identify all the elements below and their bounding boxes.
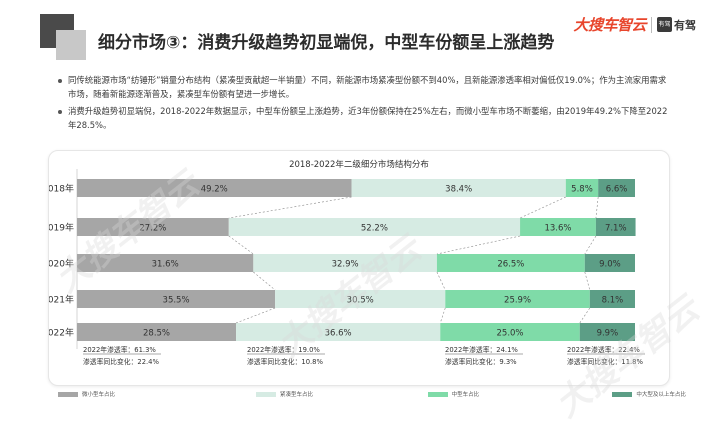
legend-item: 微小型车占比 bbox=[58, 390, 115, 398]
corner-decoration-light bbox=[56, 30, 86, 60]
data-label: 9.9% bbox=[597, 328, 619, 338]
bullet-list: 同传统能源市场“纺锤形”销量分布结构（紧凑型贡献超一半销量）不同，新能源市场紧凑… bbox=[58, 74, 670, 136]
data-label: 27.2% bbox=[139, 223, 166, 233]
stacked-bar-chart: 2018-2022年二级细分市场结构分布 2018年 49.2% 38.4% 5.8% 6… bbox=[49, 159, 645, 366]
connector-line bbox=[519, 196, 566, 219]
connector-line bbox=[228, 235, 254, 255]
bar-segment-0 bbox=[77, 254, 254, 272]
penetration-label: 2022年渗透率：61.3% bbox=[83, 345, 156, 354]
yoy-change-label: 渗透率同比变化：11.8% bbox=[567, 357, 644, 366]
connector-line bbox=[253, 271, 276, 291]
legend-swatch-icon bbox=[427, 391, 448, 397]
data-label: 25.0% bbox=[497, 328, 524, 338]
bar-segment-3 bbox=[595, 218, 636, 236]
connector-line bbox=[579, 307, 591, 324]
bar-segment-2 bbox=[436, 254, 585, 272]
legend-item: 中大型及以上车占比 bbox=[612, 390, 686, 398]
bar-segment-1 bbox=[253, 254, 437, 272]
data-label: 9.0% bbox=[599, 259, 621, 269]
bullet-text: 同传统能源市场“纺锤形”销量分布结构（紧凑型贡献超一半销量）不同，新能源市场紧凑… bbox=[68, 75, 667, 99]
data-label: 32.9% bbox=[332, 259, 359, 269]
bullet-item: 同传统能源市场“纺锤形”销量分布结构（紧凑型贡献超一半销量）不同，新能源市场紧凑… bbox=[58, 74, 670, 101]
chart-title: 2018-2022年二级细分市场结构分布 bbox=[289, 159, 429, 170]
data-label: 30.5% bbox=[347, 295, 374, 305]
data-label: 49.2% bbox=[201, 184, 228, 194]
data-label: 36.6% bbox=[325, 328, 352, 338]
bar-segment-0 bbox=[77, 290, 276, 308]
connector-line bbox=[436, 235, 521, 255]
penetration-label: 2022年渗透率：24.1% bbox=[445, 345, 518, 354]
data-label: 8.1% bbox=[602, 295, 624, 305]
legend-label: 中大型及以上车占比 bbox=[636, 392, 686, 398]
legend-item: 紧凑型车占比 bbox=[256, 390, 313, 398]
data-label: 28.5% bbox=[143, 328, 170, 338]
data-label: 13.6% bbox=[544, 223, 571, 233]
legend-label: 微小型车占比 bbox=[82, 392, 116, 398]
bullet-item: 消费升级趋势初显端倪，2018-2022年数据显示，中型车份额呈上涨趋势，近3年… bbox=[58, 105, 670, 132]
y-tick-label: 2022年 bbox=[49, 327, 74, 339]
page-title: 细分市场③：消费升级趋势初显端倪，中型车份额呈上涨趋势 bbox=[98, 33, 555, 53]
connector-line bbox=[235, 307, 276, 324]
data-label: 31.6% bbox=[152, 259, 179, 269]
logo-divider bbox=[651, 16, 652, 33]
bar-segment-0 bbox=[77, 179, 352, 197]
data-label: 25.9% bbox=[504, 295, 531, 305]
bullet-dot-icon bbox=[58, 78, 62, 83]
bar-segment-3 bbox=[598, 179, 635, 197]
data-label: 5.8% bbox=[571, 184, 593, 194]
legend-swatch-icon bbox=[256, 391, 276, 397]
y-tick-label: 2021年 bbox=[49, 294, 74, 306]
youjia-logo-icon: 有驾 bbox=[657, 17, 672, 32]
bar-segment-2 bbox=[565, 179, 599, 197]
data-label: 6.6% bbox=[606, 184, 628, 194]
y-tick-label: 2019年 bbox=[49, 222, 74, 234]
y-tick-label: 2020年 bbox=[49, 258, 74, 270]
logo-sub-text: 有驾 bbox=[674, 18, 696, 32]
connector-line bbox=[584, 235, 597, 255]
legend-label: 中型车占比 bbox=[451, 392, 480, 398]
bar-segment-3 bbox=[584, 254, 635, 272]
bullet-text: 消费升级趋势初显端倪，2018-2022年数据显示，中型车份额呈上涨趋势，近3年… bbox=[68, 106, 668, 130]
bar-segment-1 bbox=[275, 290, 446, 308]
connector-line bbox=[436, 271, 446, 291]
chart-legend: 微小型车占比 紧凑型车占比 中型车占比 中大型及以上车占比 bbox=[58, 390, 686, 404]
connector-line bbox=[584, 271, 591, 291]
yoy-change-label: 渗透率同比变化：9.3% bbox=[445, 357, 517, 366]
logo-text: 大搜车智云 bbox=[573, 16, 646, 34]
legend-swatch-icon bbox=[58, 391, 78, 397]
bar-segment-2 bbox=[520, 218, 596, 236]
yoy-change-label: 渗透率同比变化：22.4% bbox=[83, 357, 160, 366]
data-label: 52.2% bbox=[361, 223, 388, 233]
bar-segment-2 bbox=[445, 290, 590, 308]
data-label: 7.1% bbox=[605, 223, 627, 233]
brand-logo: 大搜车智云 有驾 有驾 bbox=[573, 14, 696, 35]
bar-segment-1 bbox=[228, 218, 521, 236]
legend-item: 中型车占比 bbox=[427, 390, 480, 398]
connector-line bbox=[228, 196, 352, 219]
bar-segment-3 bbox=[589, 290, 635, 308]
legend-label: 紧凑型车占比 bbox=[280, 392, 314, 398]
yoy-change-label: 渗透率同比变化：10.8% bbox=[247, 357, 324, 366]
bar-segment-0 bbox=[77, 323, 237, 341]
y-tick-label: 2018年 bbox=[49, 183, 74, 195]
bar-segment-0 bbox=[77, 218, 229, 236]
penetration-label: 2022年渗透率：19.0% bbox=[247, 345, 320, 354]
bullet-dot-icon bbox=[58, 109, 62, 114]
bar-segment-1 bbox=[236, 323, 441, 341]
data-label: 26.5% bbox=[497, 259, 524, 269]
bar-segment-1 bbox=[351, 179, 566, 197]
data-label: 35.5% bbox=[163, 295, 190, 305]
legend-swatch-icon bbox=[612, 391, 633, 397]
data-label: 38.4% bbox=[445, 184, 472, 194]
bar-segment-3 bbox=[579, 323, 635, 341]
chart-panel: 2018-2022年二级细分市场结构分布 2018年 49.2% 38.4% 5.8% 6… bbox=[48, 150, 670, 386]
connector-line bbox=[439, 307, 446, 324]
penetration-label: 2022年渗透率：22.4% bbox=[567, 345, 640, 354]
bar-segment-2 bbox=[440, 323, 580, 341]
connector-line bbox=[595, 196, 599, 219]
